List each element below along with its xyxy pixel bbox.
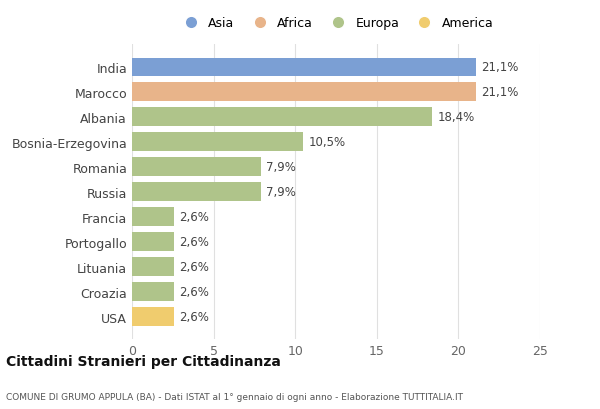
- Text: Cittadini Stranieri per Cittadinanza: Cittadini Stranieri per Cittadinanza: [6, 354, 281, 368]
- Text: COMUNE DI GRUMO APPULA (BA) - Dati ISTAT al 1° gennaio di ogni anno - Elaborazio: COMUNE DI GRUMO APPULA (BA) - Dati ISTAT…: [6, 392, 463, 401]
- Bar: [132, 183, 261, 202]
- Bar: [132, 133, 304, 152]
- Text: 21,1%: 21,1%: [481, 86, 518, 99]
- Text: 2,6%: 2,6%: [179, 285, 209, 298]
- Text: 2,6%: 2,6%: [179, 236, 209, 249]
- Text: 2,6%: 2,6%: [179, 310, 209, 323]
- Bar: [132, 283, 175, 301]
- Bar: [132, 308, 175, 326]
- Text: 2,6%: 2,6%: [179, 261, 209, 274]
- Bar: [132, 158, 261, 177]
- Legend: Asia, Africa, Europa, America: Asia, Africa, Europa, America: [176, 15, 496, 33]
- Text: 7,9%: 7,9%: [266, 186, 296, 199]
- Text: 7,9%: 7,9%: [266, 161, 296, 174]
- Text: 10,5%: 10,5%: [308, 136, 346, 149]
- Bar: [132, 208, 175, 227]
- Bar: [132, 258, 175, 276]
- Bar: [132, 108, 432, 127]
- Bar: [132, 58, 476, 77]
- Text: 21,1%: 21,1%: [481, 61, 518, 74]
- Bar: [132, 233, 175, 252]
- Bar: [132, 83, 476, 102]
- Text: 18,4%: 18,4%: [437, 111, 475, 124]
- Text: 2,6%: 2,6%: [179, 211, 209, 224]
